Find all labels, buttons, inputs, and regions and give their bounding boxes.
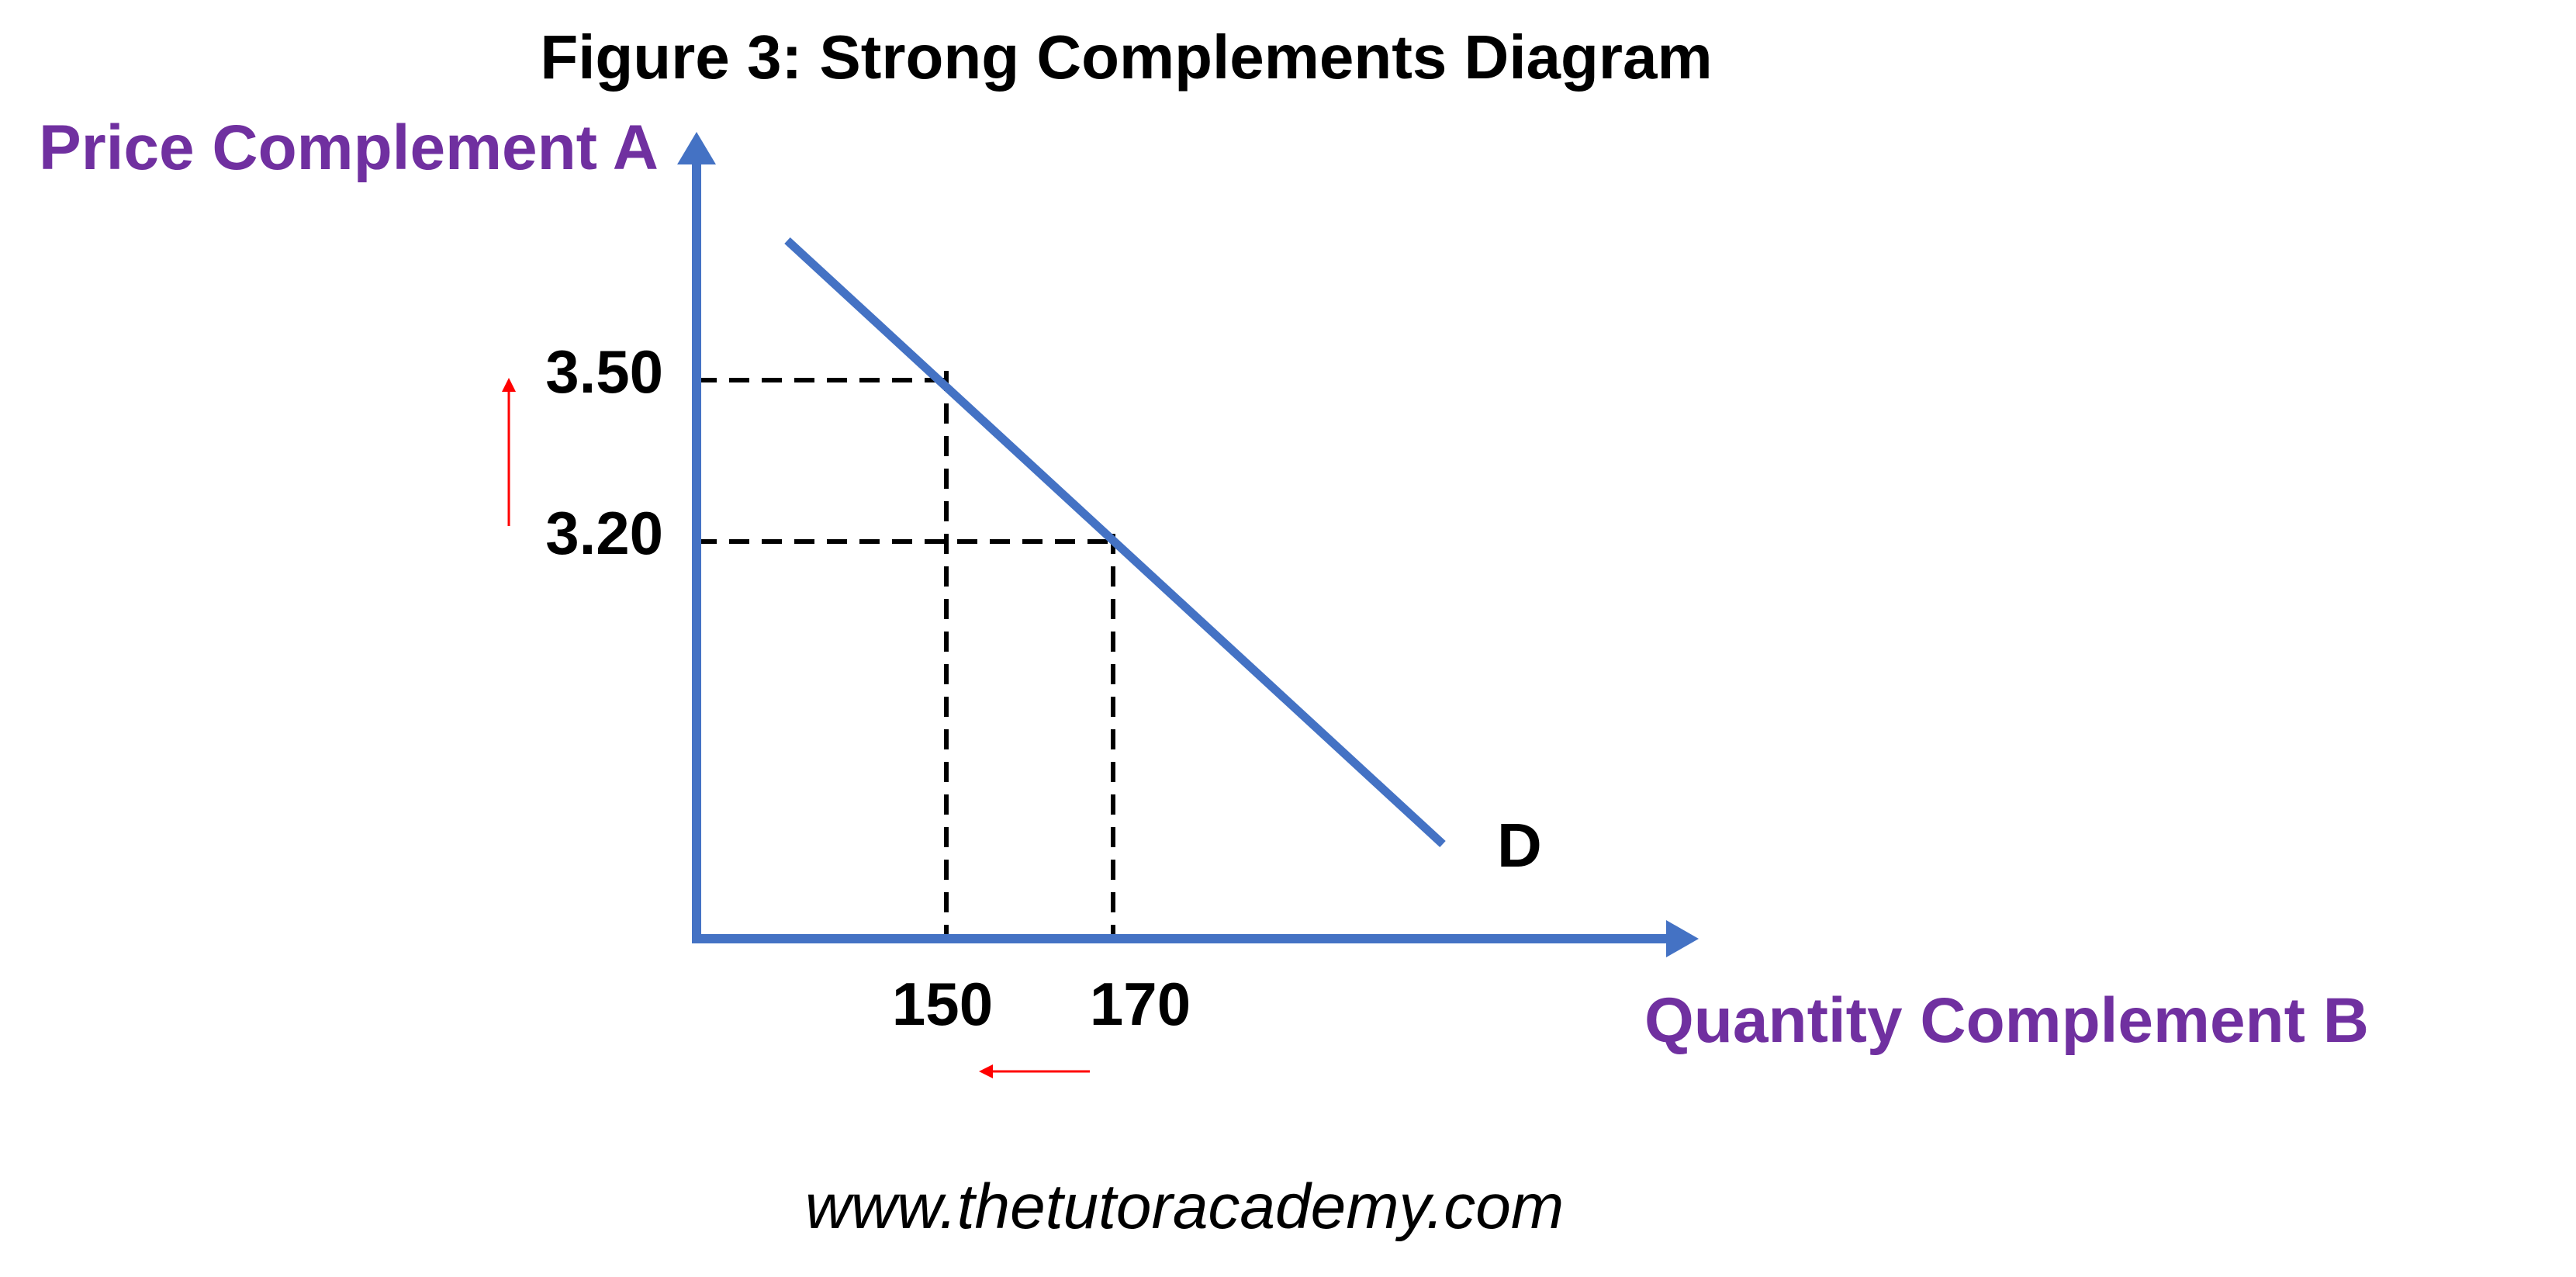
demand-curve <box>784 237 1446 848</box>
diagram-title: Figure 3: Strong Complements Diagram <box>540 22 1713 92</box>
y-axis-arrowhead <box>677 132 716 164</box>
y-tick-label: 3.20 <box>545 499 663 567</box>
footer-url: www.thetutoracademy.com <box>804 1171 1565 1242</box>
x-axis-label: Quantity Complement B <box>1644 985 2369 1056</box>
x-tick-label: 150 <box>891 970 994 1038</box>
y-axis-label: Price Complement A <box>39 112 659 183</box>
demand-curve-label: D <box>1497 811 1542 880</box>
x-axis-arrowhead <box>1666 920 1699 957</box>
y-tick-label: 3.50 <box>545 337 663 406</box>
x-tick-label: 170 <box>1089 970 1191 1038</box>
